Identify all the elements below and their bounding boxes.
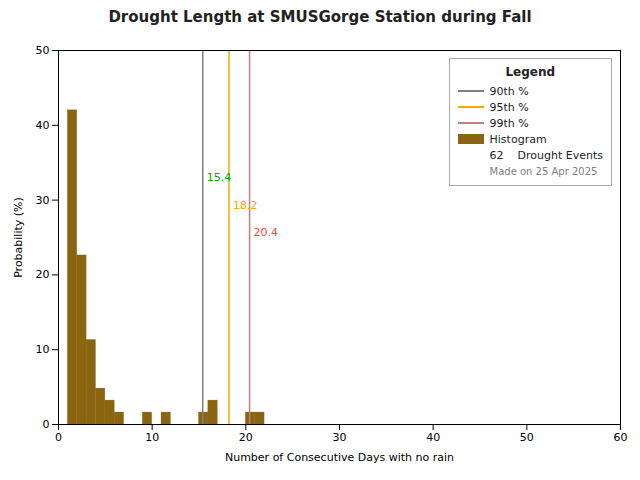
svg-text:10: 10	[36, 343, 50, 356]
svg-text:40: 40	[426, 431, 440, 444]
svg-text:15.4: 15.4	[207, 171, 232, 184]
svg-text:30: 30	[333, 431, 347, 444]
html-text:Histogram: Histogram	[489, 132, 547, 146]
svg-text:60: 60	[614, 431, 628, 444]
html-text:62 Drought Events: 62 Drought Events	[489, 148, 603, 162]
svg-text:Number of Consecutive Days wit: Number of Consecutive Days with no rain	[225, 451, 454, 464]
html-text:Made on 25 Apr 2025: Made on 25 Apr 2025	[489, 165, 598, 177]
svg-text:50: 50	[520, 431, 534, 444]
svg-text:20: 20	[36, 268, 50, 281]
html-text:99th %: 99th %	[489, 116, 529, 130]
html-text:Drought Length at SMUSGorge St: Drought Length at SMUSGorge Station duri…	[108, 8, 532, 26]
svg-text:10: 10	[145, 431, 159, 444]
svg-text:30: 30	[36, 194, 50, 207]
html-text:90th %: 90th %	[489, 84, 529, 98]
svg-text:20.4: 20.4	[254, 226, 279, 239]
html-text:Legend: Legend	[505, 65, 556, 79]
svg-text:Probability (%): Probability (%)	[12, 197, 25, 278]
svg-text:20: 20	[239, 431, 253, 444]
html-text:95th %: 95th %	[489, 100, 529, 114]
svg-text:40: 40	[36, 119, 50, 132]
svg-text:18.2: 18.2	[233, 199, 258, 212]
svg-text:0: 0	[43, 418, 50, 431]
svg-text:0: 0	[55, 431, 62, 444]
svg-text:50: 50	[36, 44, 50, 57]
